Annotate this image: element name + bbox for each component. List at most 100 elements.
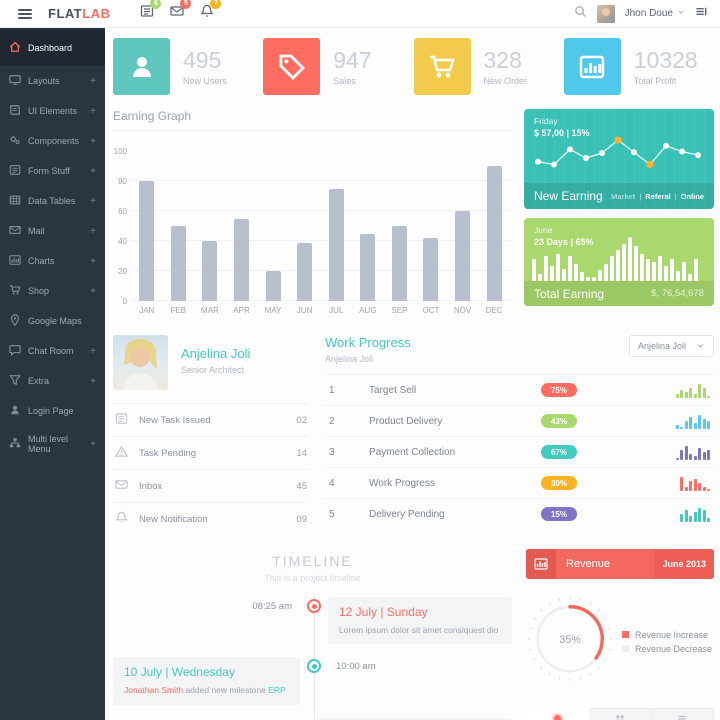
earning-bar-apr <box>234 218 250 301</box>
caret-down-icon <box>678 10 684 14</box>
profile-stat-value: 14 <box>296 447 307 459</box>
expand-plus-icon: + <box>90 75 96 87</box>
work-progress-row: 2 Product Delivery 43% <box>325 405 714 436</box>
header-bell-button[interactable]: 7 <box>200 0 222 23</box>
profile-stats-list: New Task Issued 02 Task Pending 14 Inbox 45 Ne… <box>113 403 309 535</box>
revenue-body: 35% Revenue Increase Revenue Decrease <box>526 595 714 688</box>
timeline-subtitle: This is a project timeline <box>264 573 361 583</box>
timeline-event-title: 10 July | Wednesday <box>124 665 235 680</box>
sidebar-item-dashboard[interactable]: Dashboard <box>0 30 105 66</box>
sidebar-item-label: Chat Room <box>28 346 74 356</box>
new-earning-link-online[interactable]: Online <box>680 191 704 201</box>
timeline-event: 08:25 am 12 July | Sunday Lorem ipsum dolo… <box>113 597 512 645</box>
stat-value: 10328 <box>633 47 698 73</box>
warning-icon <box>114 445 129 461</box>
revenue-donut-svg: 35% <box>527 596 613 682</box>
tasks-icon <box>141 5 154 17</box>
new-earning-link-market[interactable]: Market <box>611 191 636 201</box>
profile-stat-row[interactable]: Inbox 45 <box>113 469 309 502</box>
timeline-card: 12 July | Sunday Lorem ipsum dolor sit am… <box>328 597 512 645</box>
sidebar-item-form-stuff[interactable]: Form Stuff + <box>0 156 105 186</box>
earning-bar-jun <box>297 242 313 301</box>
sidebar-item-components[interactable]: Components + <box>0 126 105 156</box>
user-menu[interactable]: Jhon Doue <box>625 8 685 19</box>
tab-listing[interactable]: Listing <box>651 708 714 720</box>
timeline-events: 08:25 am 12 July | Sunday Lorem ipsum dolo… <box>113 597 512 720</box>
mini-bar-sparkline <box>675 414 710 429</box>
work-progress-row: 4 Work Progress 30% <box>325 467 714 498</box>
sidebar-item-layouts[interactable]: Layouts + <box>0 66 105 96</box>
sidebar-item-login-page[interactable]: Login Page <box>0 396 105 426</box>
main-content: 495 New Users 947 Sales 328 New Order 10328 Tot… <box>105 28 720 720</box>
warning-icon <box>114 445 129 457</box>
sidebar-item-charts[interactable]: Charts + <box>0 246 105 276</box>
sidebar-item-extra[interactable]: Extra + <box>0 366 105 396</box>
total-earning-bar <box>544 256 548 281</box>
total-earning-bar <box>604 263 608 281</box>
total-earning-bar <box>634 246 638 281</box>
legend-label: Revenue Decrease <box>635 643 713 654</box>
earning-bar-jul <box>328 188 344 301</box>
person-dropdown[interactable]: Anjelina Joli <box>628 335 714 357</box>
new-earning-link-referal[interactable]: Referal <box>645 191 671 201</box>
panel-toggle-icon[interactable] <box>695 5 708 23</box>
total-earning-bar <box>682 262 686 281</box>
total-earning-bar <box>670 258 674 281</box>
legend-item: Revenue Decrease <box>622 644 712 654</box>
highlighted-text: ERP <box>268 685 286 696</box>
notification-badge: 6 <box>150 0 162 9</box>
sidebar-item-mail[interactable]: Mail + <box>0 216 105 246</box>
stat-value: 495 <box>183 47 222 73</box>
sidebar-item-shop[interactable]: Shop + <box>0 276 105 306</box>
y-axis-tick: 20 <box>118 267 127 276</box>
revenue-header: Revenue June 2013 <box>526 549 714 579</box>
tag-icon <box>263 38 321 95</box>
earning-bar-may <box>265 271 281 301</box>
expand-plus-icon: + <box>90 375 96 387</box>
total-earning-bars <box>532 237 706 281</box>
total-earning-bar <box>532 258 536 281</box>
task-label: Product Delivery <box>369 415 443 427</box>
percent-badge: 75% <box>541 383 577 397</box>
earning-graph-panel: Earning Graph 0 20 40 60 80 100 JAN FEB MAR APR MA… <box>113 109 512 319</box>
sidebar-item-label: Layouts <box>28 76 60 86</box>
sidebar-item-google-maps[interactable]: Google Maps <box>0 306 105 336</box>
earning-bar-aug <box>360 233 376 301</box>
revenue-period[interactable]: June 2013 <box>654 549 714 579</box>
total-earning-bar <box>568 256 572 281</box>
x-axis-tick: FEB <box>170 306 187 315</box>
x-axis-tick: MAR <box>201 306 219 315</box>
profile-stat-row[interactable]: New Task Issued 02 <box>113 403 309 436</box>
sidebar-item-multi-level-menu[interactable]: Multi level Menu + <box>0 426 105 462</box>
profile-stat-label: Task Pending <box>139 447 197 459</box>
logo-part1: FLAT <box>48 6 83 21</box>
app-logo[interactable]: FLATLAB <box>48 6 110 21</box>
stat-sales: 947 Sales <box>263 38 413 95</box>
sidebar-item-chat-room[interactable]: Chat Room + <box>0 336 105 366</box>
stats-row: 495 New Users 947 Sales 328 New Order 10328 Tot… <box>113 38 714 95</box>
total-earning-bar <box>556 253 560 281</box>
profile-stat-row[interactable]: Task Pending 14 <box>113 436 309 469</box>
legend-swatch <box>622 631 629 638</box>
user-avatar[interactable] <box>596 4 615 23</box>
stat-label: New Order <box>483 76 528 86</box>
header-tasks-button[interactable]: 6 <box>140 0 162 23</box>
bell-icon <box>115 511 128 527</box>
mail-icon <box>115 480 128 489</box>
hamburger-icon[interactable] <box>18 7 32 21</box>
sidebar-item-ui-elements[interactable]: UI Elements + <box>0 96 105 126</box>
sidebar-item-data-tables[interactable]: Data Tables + <box>0 186 105 216</box>
timeline-event-title: 12 July | Sunday <box>339 605 428 619</box>
earning-graph-title: Earning Graph <box>113 109 512 131</box>
chat-icon <box>9 345 21 356</box>
expand-plus-icon: + <box>90 165 96 177</box>
sitemap-icon <box>9 437 21 451</box>
earning-bar-sep <box>391 226 407 301</box>
search-icon[interactable] <box>574 5 587 23</box>
tab-tabular[interactable]: Tabular <box>589 708 652 720</box>
mail-icon <box>9 226 21 234</box>
header-mail-button[interactable]: 5 <box>170 0 192 23</box>
percent-badge: 30% <box>541 476 577 490</box>
profile-stat-row[interactable]: New Notification 09 <box>113 502 309 535</box>
tab-graphical[interactable]: Graphical <box>526 708 590 720</box>
